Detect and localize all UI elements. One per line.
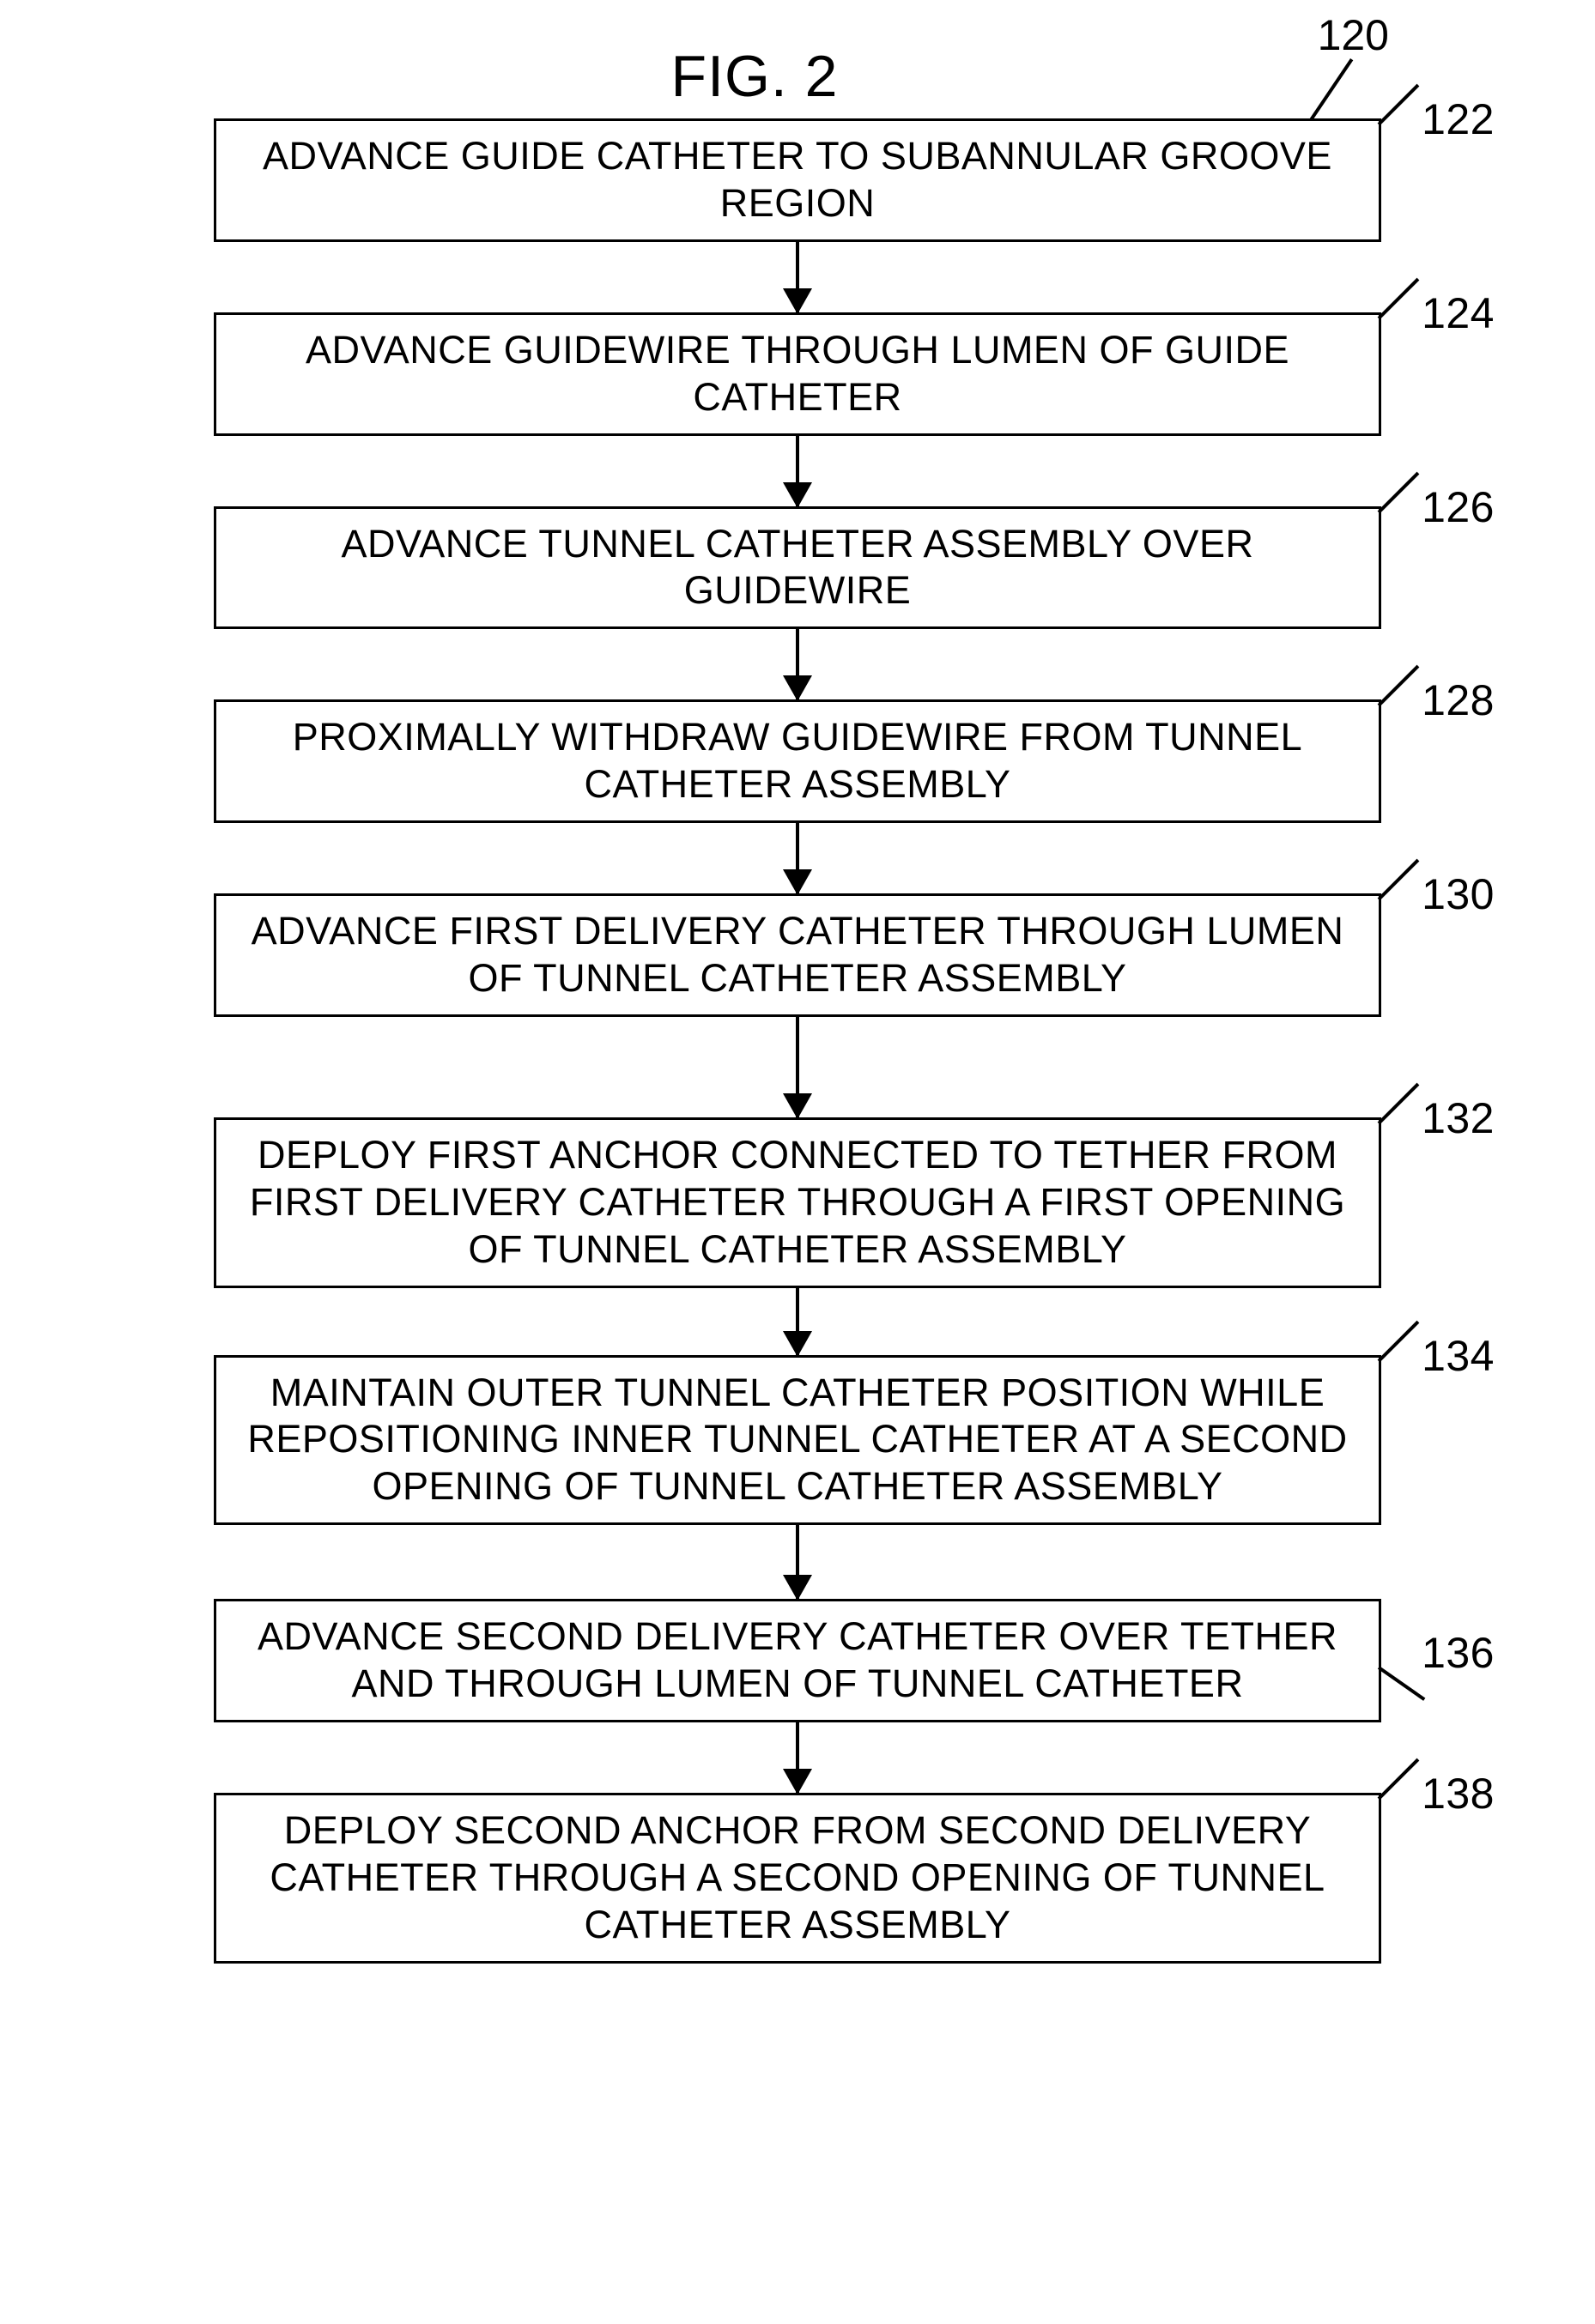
figure-canvas: 120 FIG. 2 ADVANCE GUIDE CATHETER TO SUB… bbox=[34, 43, 1561, 1964]
reference-numeral: 122 bbox=[1422, 94, 1495, 146]
flow-arrow bbox=[796, 823, 799, 893]
flow-box: ADVANCE SECOND DELIVERY CATHETER OVER TE… bbox=[214, 1599, 1381, 1722]
flow-box: DEPLOY SECOND ANCHOR FROM SECOND DELIVER… bbox=[214, 1793, 1381, 1964]
flow-arrow bbox=[796, 1722, 799, 1793]
flow-step: ADVANCE GUIDEWIRE THROUGH LUMEN OF GUIDE… bbox=[34, 312, 1561, 506]
flow-box: ADVANCE GUIDEWIRE THROUGH LUMEN OF GUIDE… bbox=[214, 312, 1381, 436]
reference-numeral: 138 bbox=[1422, 1768, 1495, 1820]
flow-step: PROXIMALLY WITHDRAW GUIDEWIRE FROM TUNNE… bbox=[34, 699, 1561, 893]
flow-step: ADVANCE SECOND DELIVERY CATHETER OVER TE… bbox=[34, 1599, 1561, 1793]
reference-numeral: 130 bbox=[1422, 868, 1495, 921]
reference-numeral-top: 120 bbox=[1318, 10, 1389, 60]
reference-numeral: 134 bbox=[1422, 1330, 1495, 1383]
flow-box: DEPLOY FIRST ANCHOR CONNECTED TO TETHER … bbox=[214, 1117, 1381, 1288]
flow-step: MAINTAIN OUTER TUNNEL CATHETER POSITION … bbox=[34, 1355, 1561, 1600]
reference-numeral: 124 bbox=[1422, 287, 1495, 340]
reference-numeral: 132 bbox=[1422, 1092, 1495, 1145]
reference-tick bbox=[1378, 1667, 1426, 1702]
flow-step: ADVANCE TUNNEL CATHETER ASSEMBLY OVER GU… bbox=[34, 506, 1561, 700]
flow-box: ADVANCE TUNNEL CATHETER ASSEMBLY OVER GU… bbox=[214, 506, 1381, 630]
flow-box: ADVANCE GUIDE CATHETER TO SUBANNULAR GRO… bbox=[214, 118, 1381, 242]
reference-numeral: 126 bbox=[1422, 481, 1495, 534]
flow-box: PROXIMALLY WITHDRAW GUIDEWIRE FROM TUNNE… bbox=[214, 699, 1381, 823]
flow-box: ADVANCE FIRST DELIVERY CATHETER THROUGH … bbox=[214, 893, 1381, 1017]
flow-arrow bbox=[796, 629, 799, 699]
flow-arrow bbox=[796, 436, 799, 506]
flow-arrow bbox=[796, 1017, 799, 1117]
flow-step: DEPLOY FIRST ANCHOR CONNECTED TO TETHER … bbox=[34, 1117, 1561, 1355]
flow-step: DEPLOY SECOND ANCHOR FROM SECOND DELIVER… bbox=[34, 1793, 1561, 1964]
flow-arrow bbox=[796, 1288, 799, 1355]
reference-numeral: 128 bbox=[1422, 675, 1495, 727]
flow-arrow bbox=[796, 1525, 799, 1599]
reference-numeral: 136 bbox=[1422, 1627, 1495, 1679]
flow-box: MAINTAIN OUTER TUNNEL CATHETER POSITION … bbox=[214, 1355, 1381, 1526]
flow-step: ADVANCE GUIDE CATHETER TO SUBANNULAR GRO… bbox=[34, 118, 1561, 312]
flowchart: ADVANCE GUIDE CATHETER TO SUBANNULAR GRO… bbox=[34, 118, 1561, 1964]
flow-arrow bbox=[796, 242, 799, 312]
flow-step: ADVANCE FIRST DELIVERY CATHETER THROUGH … bbox=[34, 893, 1561, 1117]
